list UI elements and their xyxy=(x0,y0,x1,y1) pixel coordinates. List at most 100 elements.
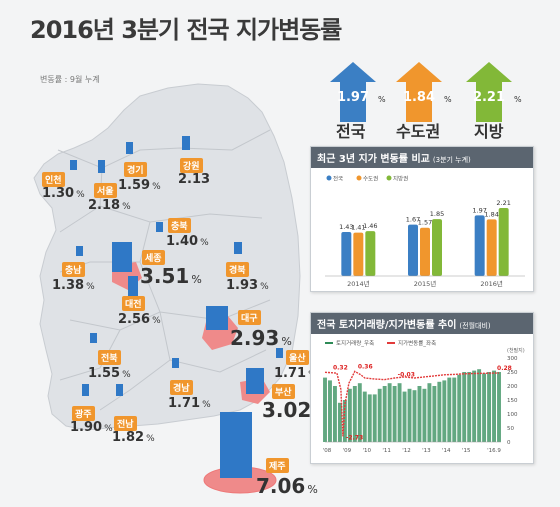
chart2-header: 전국 토지거래량/지가변동률 추이 (전월대비) xyxy=(311,313,533,334)
legend-label: 수도권 xyxy=(363,175,378,183)
region-label-chungnam: 충남 xyxy=(62,262,85,277)
bar-value-label: 1.85 xyxy=(430,210,444,218)
bar xyxy=(427,383,432,442)
x-tick-label: '15 xyxy=(462,448,471,454)
chart2-title: 전국 토지거래량/지가변동률 추이 xyxy=(317,320,457,331)
bar xyxy=(492,370,496,442)
region-label-busan: 부산 xyxy=(272,384,295,399)
bar xyxy=(432,386,437,442)
region-label-incheon: 인천 xyxy=(42,172,65,187)
bar xyxy=(407,388,412,442)
region-label-chungbuk: 충북 xyxy=(168,218,191,233)
annotation: 0.28 xyxy=(497,365,512,372)
bar xyxy=(487,372,492,442)
y-tick-label: 150 xyxy=(507,398,518,404)
bar xyxy=(452,377,457,442)
region-bars xyxy=(70,136,283,478)
annotation: 0.36 xyxy=(358,363,373,370)
chart1-header: 최근 3년 지가 변동률 비교 (3분기 누계) xyxy=(311,147,533,168)
summary-pct-national: % xyxy=(378,95,386,104)
chart1-title: 최근 3년 지가 변동률 비교 xyxy=(317,154,430,165)
region-label-gyeonggi: 경기 xyxy=(124,162,147,177)
bar xyxy=(472,370,477,442)
region-value-incheon: 1.30% xyxy=(42,186,85,201)
bar xyxy=(417,386,422,442)
bar xyxy=(498,208,509,276)
bar xyxy=(372,394,377,442)
region-label-gyeongbuk: 경북 xyxy=(226,262,249,277)
bar-value-label: 1.67 xyxy=(406,216,420,224)
bar xyxy=(432,219,442,276)
region-label-sejong: 세종 xyxy=(142,250,165,265)
bar xyxy=(437,381,442,442)
x-tick-label: '13 xyxy=(422,448,431,454)
chart2-subtitle: (전월대비) xyxy=(459,322,491,330)
region-label-jeju: 제주 xyxy=(266,458,289,473)
region-label-jeonbuk: 전북 xyxy=(98,350,121,365)
bar xyxy=(352,386,357,442)
region-value-daegu: 2.93% xyxy=(230,326,292,350)
bar-value-label: 1.46 xyxy=(363,222,377,230)
rate-line xyxy=(324,370,499,437)
region-label-gangwon: 강원 xyxy=(180,158,203,173)
bar xyxy=(362,391,367,442)
annotation: -0.03 xyxy=(398,372,415,379)
x-tick-label: '16.9 xyxy=(487,448,501,454)
summary-arrow-local xyxy=(466,62,512,122)
bar xyxy=(357,383,362,442)
bar xyxy=(365,231,376,276)
region-value-gangwon: 2.13 xyxy=(178,172,211,187)
legend-label: 전국 xyxy=(333,175,343,183)
summary-label-national: 전국 xyxy=(336,122,366,141)
region-value-gyeongbuk: 1.93% xyxy=(226,278,269,293)
bar xyxy=(457,374,462,442)
bar xyxy=(467,372,472,442)
bar xyxy=(447,377,452,442)
bar xyxy=(442,380,447,442)
x-tick-label: '09 xyxy=(343,448,352,454)
bar xyxy=(462,372,467,442)
chart1-panel: 최근 3년 지가 변동률 비교 (3분기 누계) 전국 수도권 지방권 1.43 1.41… xyxy=(310,146,534,292)
annotation: -2.73 xyxy=(346,434,363,441)
region-value-jeju: 7.06% xyxy=(256,474,318,498)
y-tick-label: 200 xyxy=(507,384,518,390)
bar-value-label: 1.41 xyxy=(351,224,365,232)
page-title: 2016년 3분기 전국 지가변동률 xyxy=(30,16,342,44)
x-tick-label: '12 xyxy=(402,448,411,454)
region-label-daegu: 대구 xyxy=(238,310,261,325)
y-tick-label: 250 xyxy=(507,370,518,376)
bar xyxy=(323,377,327,442)
legend-marker xyxy=(326,175,332,181)
note-text: 변동률 : 9월 누계 xyxy=(40,75,100,84)
summary-pct-capital: % xyxy=(444,95,452,104)
bar xyxy=(422,388,427,442)
chart1-subtitle: (3분기 누계) xyxy=(432,156,471,164)
region-label-seoul: 서울 xyxy=(94,183,117,198)
bar xyxy=(497,372,501,442)
bar xyxy=(342,400,347,442)
summary-arrow-capital xyxy=(396,62,442,122)
x-tick-label: 2015년 xyxy=(414,279,437,288)
bar xyxy=(332,386,337,442)
region-value-gyeonggi: 1.59% xyxy=(118,178,161,193)
region-label-gwangju: 광주 xyxy=(72,406,95,421)
y-tick-label: 50 xyxy=(507,426,514,432)
bar xyxy=(474,215,485,276)
bar xyxy=(367,394,372,442)
summary-label-capital: 수도권 xyxy=(396,122,441,141)
region-value-chungbuk: 1.40% xyxy=(166,234,209,249)
region-value-chungnam: 1.38% xyxy=(52,278,95,293)
bar xyxy=(486,219,497,276)
bar xyxy=(341,232,352,276)
summary-value-capital: 1.84 xyxy=(402,90,436,105)
bar xyxy=(353,232,364,276)
x-tick-label: 2014년 xyxy=(347,279,370,288)
bar xyxy=(408,224,418,276)
y-tick-label: 0 xyxy=(507,440,511,446)
right-axis-label: (천필지) xyxy=(507,347,525,354)
region-value-daejeon: 2.56% xyxy=(118,312,161,327)
x-tick-label: '11 xyxy=(382,448,391,454)
summary-arrow-national xyxy=(330,62,376,122)
chart1-svg: 전국 수도권 지방권 1.431.411.46 2014년 1.671.571.85 201… xyxy=(325,175,525,288)
summary-value-national: 1.97 xyxy=(336,90,370,105)
